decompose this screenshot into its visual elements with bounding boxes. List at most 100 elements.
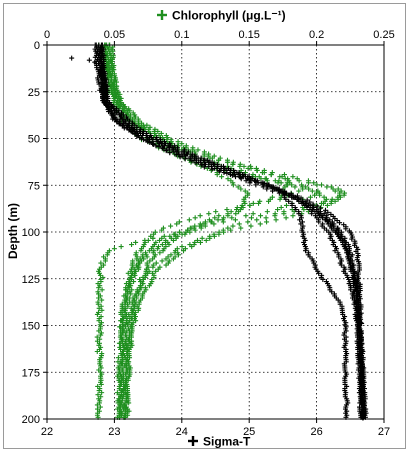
data-point [192,227,198,233]
data-point [303,202,309,208]
data-point [99,307,105,313]
data-point [159,227,165,233]
data-point [286,192,292,198]
data-point [155,128,161,134]
data-point [126,320,132,326]
data-point [133,114,139,120]
data-point [294,196,300,202]
data-point [122,404,128,410]
data-point [182,147,188,153]
data-point [206,211,212,217]
data-point [286,198,292,204]
top-tick-label: 0.15 [238,29,259,41]
data-point [186,155,192,161]
data-point [256,174,262,180]
data-point [176,229,182,235]
data-point [214,163,220,169]
data-point [236,221,242,227]
top-tick-label: 0.1 [174,29,189,41]
top-tick-label: 0.2 [309,29,324,41]
data-point [316,219,322,225]
data-point [169,145,175,151]
data-point [109,81,115,87]
top-axis-label: Chlorophyll (μg.L⁻¹) [172,9,286,23]
data-point [140,128,146,134]
data-point [297,217,303,223]
data-point [217,167,223,173]
data-point [206,217,212,223]
data-point [305,178,311,184]
data-point [278,205,284,211]
data-point [303,248,309,254]
data-point [198,225,204,231]
data-point [271,186,277,192]
data-point [176,151,182,157]
data-point [338,262,344,268]
data-point [250,211,256,217]
data-point [121,120,127,126]
data-point [228,227,234,233]
data-point [147,258,153,264]
data-point [320,200,326,206]
data-point [332,188,338,194]
data-point [247,202,253,208]
data-point [337,220,343,226]
data-point [150,250,156,256]
data-point [199,235,205,241]
data-point [296,188,302,194]
data-point [190,145,196,151]
data-point [267,196,273,202]
data-point [293,207,299,213]
y-tick-label: 50 [28,134,40,146]
profile [96,42,320,420]
data-point [250,200,256,206]
bottom-axis-title: Sigma-T [188,435,251,449]
data-point [272,211,278,217]
data-point [163,256,169,262]
data-point [225,225,231,231]
data-point [210,161,216,167]
data-point [105,46,111,52]
bottom-tick-label: 27 [378,426,390,438]
data-point [283,215,289,221]
data-point [272,178,278,184]
data-point [163,148,169,154]
data-point [97,404,103,410]
top-tick-label: 0.05 [104,29,125,41]
data-point [146,248,152,254]
data-point [227,167,233,173]
data-point [144,122,150,128]
profile [102,42,334,420]
data-point [240,174,246,180]
data-point [118,388,124,394]
data-point [264,209,270,215]
data-point [186,217,192,223]
data-point [207,235,213,241]
data-point [257,198,263,204]
data-point [312,192,318,198]
data-point [118,102,124,108]
data-point [211,233,217,239]
data-point [129,242,135,248]
data-point [146,135,152,141]
y-tick-label: 175 [22,367,40,379]
data-point [138,248,144,254]
data-point [154,135,160,141]
data-point [145,139,151,145]
data-point [335,233,341,239]
data-point [315,211,321,217]
data-point [193,155,199,161]
data-point [245,219,251,225]
series-0 [94,42,348,420]
data-point [238,225,244,231]
data-point [176,219,182,225]
top-tick-label: 0 [44,29,50,41]
data-point [133,239,139,245]
chlorophyll-marker-icon [157,10,167,20]
top-axis-title: Chlorophyll (μg.L⁻¹) [157,9,286,23]
data-point [179,141,185,147]
data-point [343,226,349,232]
data-point [163,239,169,245]
data-point [159,242,165,248]
data-point [233,211,239,217]
